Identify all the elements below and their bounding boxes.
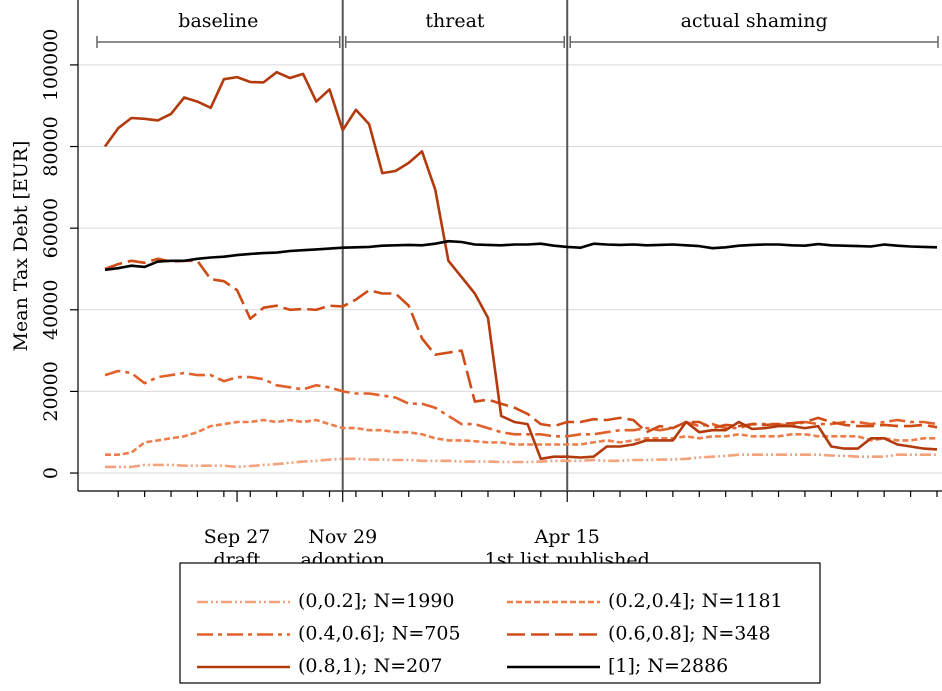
legend-label: (0.2,0.4]; N=1181	[608, 590, 783, 612]
period-label: threat	[425, 10, 485, 32]
legend-box	[179, 562, 821, 684]
y-tick-label: 60000	[40, 198, 62, 258]
period-label: baseline	[178, 10, 258, 32]
y-tick-label: 80000	[40, 116, 62, 176]
y-tick-label: 40000	[40, 280, 62, 340]
legend-label: (0.6,0.8]; N=348	[608, 623, 771, 645]
legend-label: (0.4,0.6]; N=705	[298, 623, 461, 645]
y-tick-label: 0	[40, 467, 62, 479]
y-axis-title: Mean Tax Debt [EUR]	[10, 141, 32, 352]
y-tick-label: 20000	[40, 361, 62, 421]
series-line	[104, 257, 938, 434]
series-line	[105, 453, 937, 469]
legend-label: [1]; N=2886	[608, 655, 728, 677]
legend-label: (0.8,1); N=207	[298, 655, 442, 677]
series-line	[104, 369, 938, 438]
period-label: actual shaming	[681, 10, 828, 32]
series-line	[103, 70, 938, 461]
x-tick-label: Sep 27	[204, 526, 271, 548]
x-tick-label: Nov 29	[308, 526, 377, 548]
series-line	[104, 239, 938, 272]
y-tick-label: 100000	[40, 29, 62, 102]
series-line	[105, 418, 937, 456]
legend-label: (0,0.2]; N=1990	[298, 590, 455, 612]
x-tick-label: Apr 15	[534, 526, 600, 548]
